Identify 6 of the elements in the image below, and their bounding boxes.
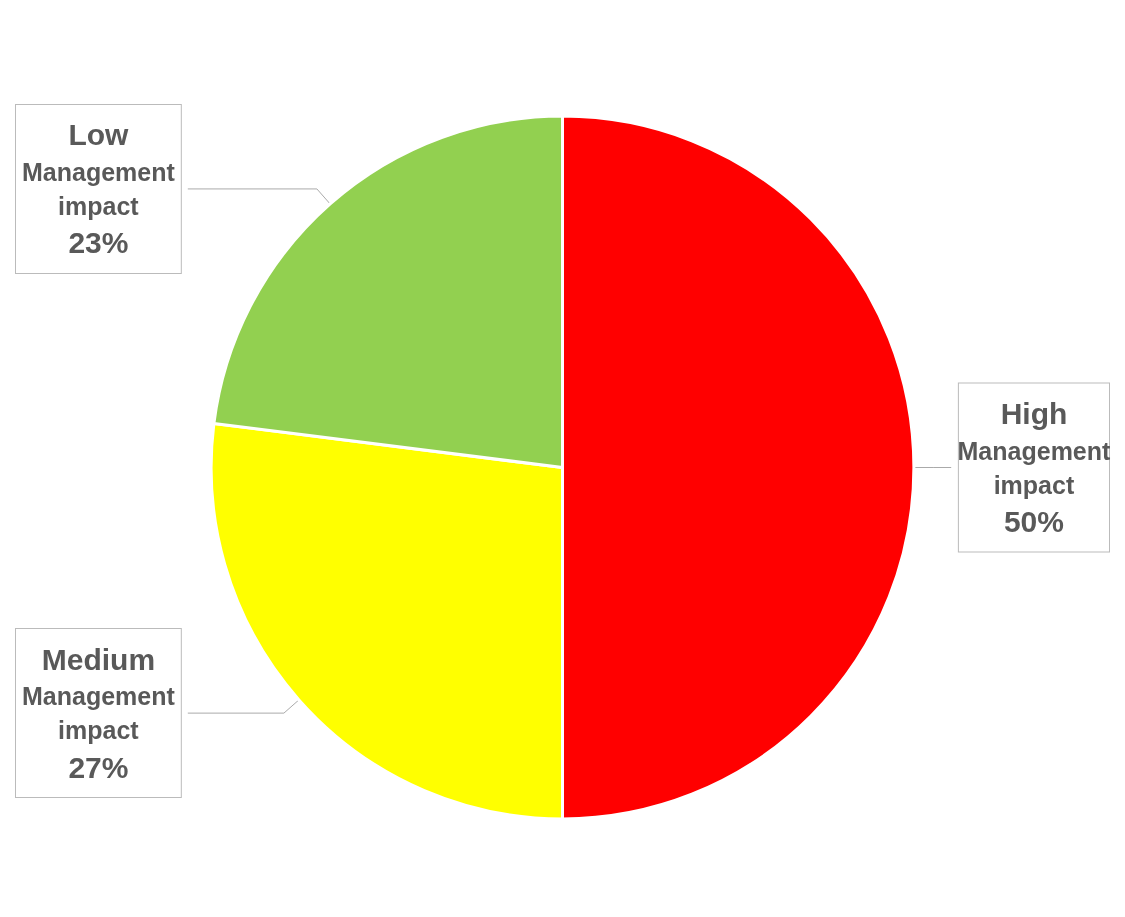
data-label: 50%	[1003, 505, 1064, 539]
data-label: 27%	[68, 750, 129, 784]
slice-label: High Management impact	[957, 397, 1112, 499]
data-label: 23%	[68, 226, 129, 260]
slice-label: Low Management impact	[22, 118, 176, 220]
slice-label: Medium Management impact	[22, 642, 176, 745]
